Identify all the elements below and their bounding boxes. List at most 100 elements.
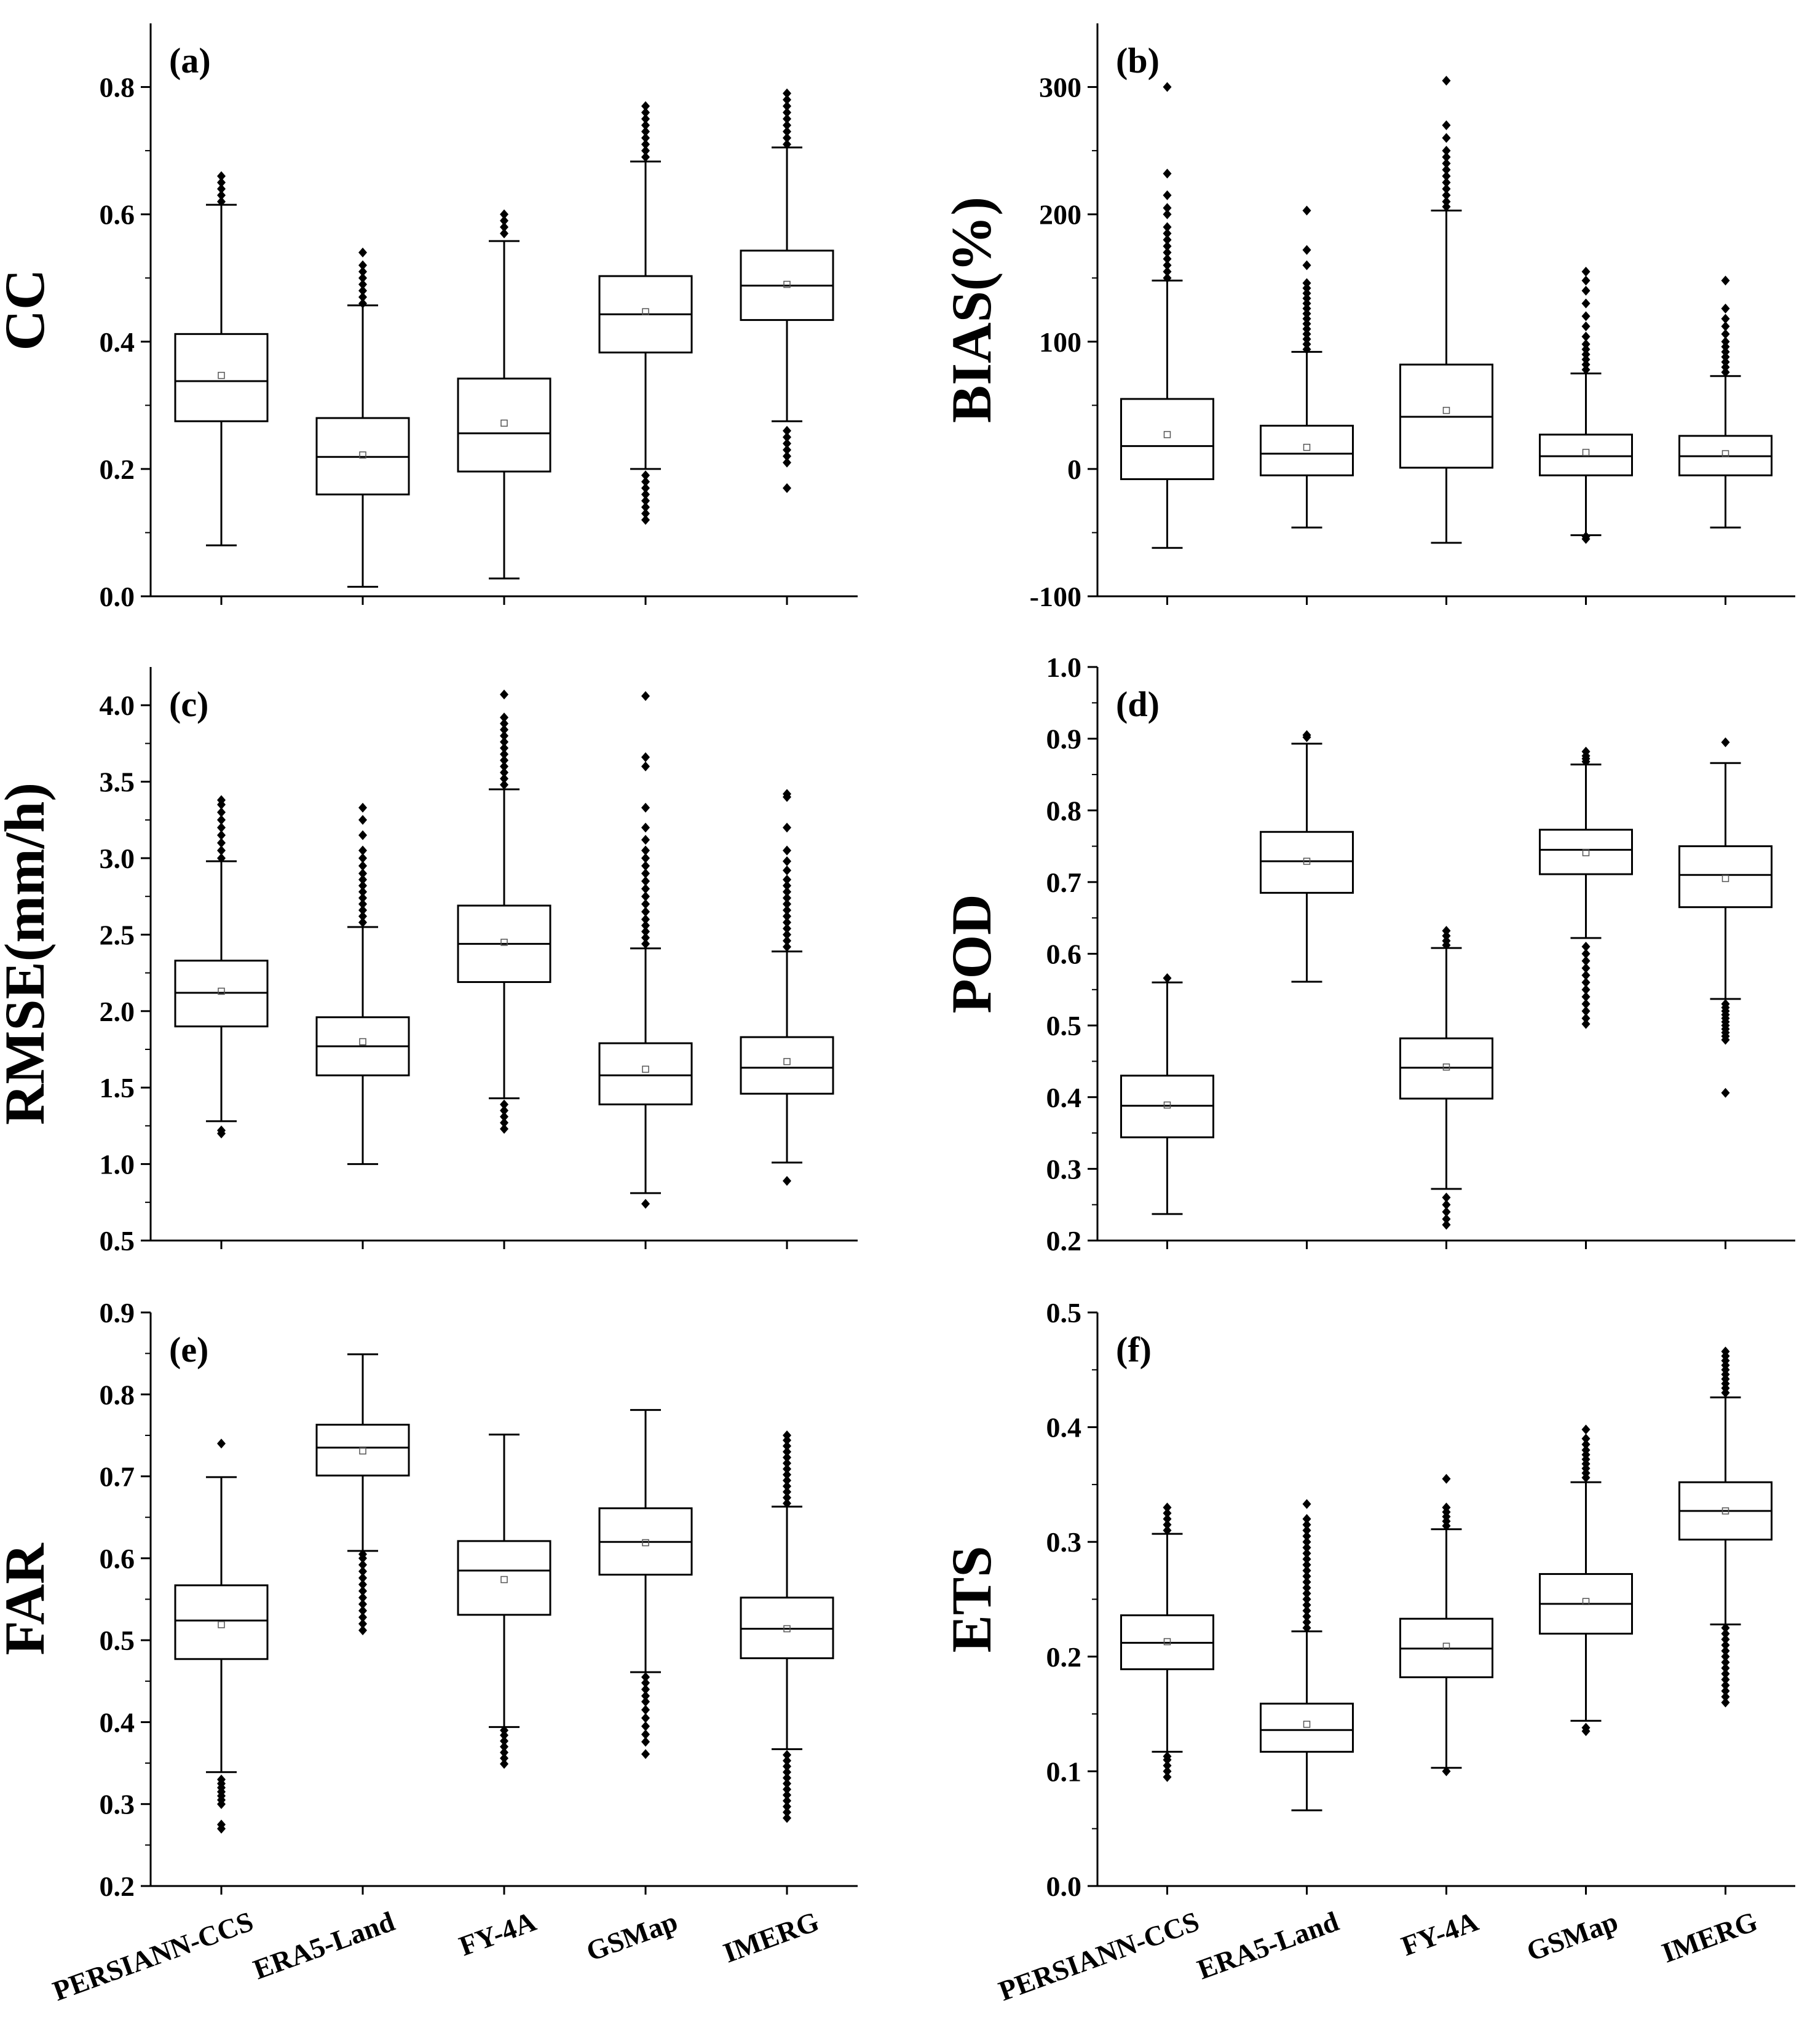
y-tick-label: 0.1 — [1046, 1756, 1082, 1787]
outlier-point — [500, 767, 508, 778]
box-gsmap — [598, 691, 693, 1249]
outlier-point — [358, 273, 367, 283]
outlier-point — [783, 923, 791, 934]
outlier-point — [1163, 222, 1172, 232]
outlier-point — [358, 905, 367, 915]
outlier-point — [783, 1441, 791, 1451]
outlier-point — [1163, 1772, 1172, 1782]
outlier-point — [1302, 1525, 1311, 1536]
outlier-point — [783, 1767, 791, 1777]
outlier-point — [783, 789, 791, 799]
box-imerg — [1678, 275, 1773, 605]
outlier-point — [1442, 1193, 1451, 1203]
y-tick-label: 0.2 — [100, 1871, 135, 1902]
outlier-point — [358, 893, 367, 903]
outlier-point — [500, 725, 508, 735]
box-persiann-ccs — [1120, 973, 1214, 1249]
outlier-point — [1721, 999, 1730, 1009]
iqr-box — [457, 1540, 551, 1616]
mean-marker — [1303, 1721, 1311, 1728]
outlier-point — [500, 209, 508, 219]
outlier-point — [641, 691, 650, 701]
outlier-point — [1163, 254, 1172, 264]
box-persiann-ccs — [1120, 82, 1214, 605]
outlier-point — [641, 1749, 650, 1759]
outlier-point — [641, 853, 650, 863]
outlier-point — [1721, 1657, 1730, 1668]
mean-marker — [500, 1576, 508, 1584]
x-category-label: IMERG — [1658, 1905, 1761, 1968]
x-category-label: GSMap — [1522, 1905, 1622, 1967]
outlier-point — [641, 899, 650, 909]
y-tick-label: 0.4 — [1046, 1082, 1082, 1113]
outlier-point — [783, 886, 791, 897]
outlier-point — [500, 222, 508, 232]
outlier-point — [217, 190, 226, 200]
outlier-point — [783, 899, 791, 909]
outlier-point — [1721, 1668, 1730, 1679]
box-fy-4a — [457, 689, 551, 1249]
outlier-point — [217, 171, 226, 181]
outlier-point — [1163, 1751, 1172, 1762]
outlier-point — [1302, 293, 1311, 304]
mean-marker — [359, 1038, 366, 1046]
y-tick-label: 0.9 — [100, 1297, 135, 1328]
outlier-point — [358, 853, 367, 863]
iqr-box — [598, 1042, 693, 1106]
outlier-point — [783, 438, 791, 449]
outlier-point — [1302, 329, 1311, 339]
outlier-point — [783, 1475, 791, 1486]
outlier-point — [500, 755, 508, 765]
outlier-point — [1302, 278, 1311, 288]
outlier-point — [641, 114, 650, 124]
x-category-label: FY-4A — [455, 1905, 540, 1962]
outlier-point — [783, 845, 791, 856]
outlier-point — [217, 823, 226, 833]
outlier-point — [641, 101, 650, 111]
x-category-label: FY-4A — [1397, 1905, 1482, 1962]
outlier-point — [358, 874, 367, 885]
outlier-point — [1581, 266, 1591, 277]
outlier-point — [1163, 1513, 1172, 1524]
y-tick-label: 0.2 — [1046, 1641, 1082, 1673]
y-tick-label: 0.5 — [100, 1225, 135, 1257]
outlier-point — [641, 502, 650, 513]
y-tick-label: 200 — [1039, 199, 1081, 231]
x-category-label: ERA5-Land — [249, 1905, 399, 1985]
outlier-point — [1581, 360, 1591, 370]
outlier-point — [358, 1599, 367, 1609]
outlier-point — [1163, 209, 1172, 219]
iqr-box — [1539, 829, 1633, 875]
outlier-point — [358, 1560, 367, 1570]
outlier-point — [1721, 1623, 1730, 1633]
outlier-point — [217, 196, 226, 207]
mean-marker — [1163, 1638, 1171, 1646]
y-tick-label: 3.5 — [100, 767, 135, 798]
outlier-point — [1302, 1542, 1311, 1553]
outlier-point — [1721, 1646, 1730, 1656]
outlier-point — [1721, 367, 1730, 377]
outlier-point — [1581, 1424, 1591, 1435]
outlier-point — [1163, 1520, 1172, 1530]
outlier-point — [1163, 82, 1172, 92]
outlier-point — [358, 868, 367, 878]
outlier-point — [783, 1778, 791, 1789]
outlier-point — [1302, 1565, 1311, 1576]
outlier-point — [783, 1175, 791, 1186]
outlier-point — [1302, 730, 1311, 740]
outlier-point — [1163, 241, 1172, 251]
outlier-point — [641, 876, 650, 886]
outlier-point — [1581, 354, 1591, 365]
outlier-point — [783, 823, 791, 833]
outlier-point — [1581, 746, 1591, 757]
y-tick-label: 0.9 — [1046, 724, 1082, 755]
outlier-point — [641, 483, 650, 493]
outlier-point — [1581, 963, 1591, 973]
x-category-label: PERSIANN-CCS — [995, 1905, 1203, 2007]
outlier-point — [500, 749, 508, 759]
outlier-point — [1721, 1663, 1730, 1673]
outlier-point — [641, 107, 650, 117]
mean-marker — [1582, 1598, 1590, 1605]
outlier-point — [641, 120, 650, 130]
outlier-point — [500, 761, 508, 771]
